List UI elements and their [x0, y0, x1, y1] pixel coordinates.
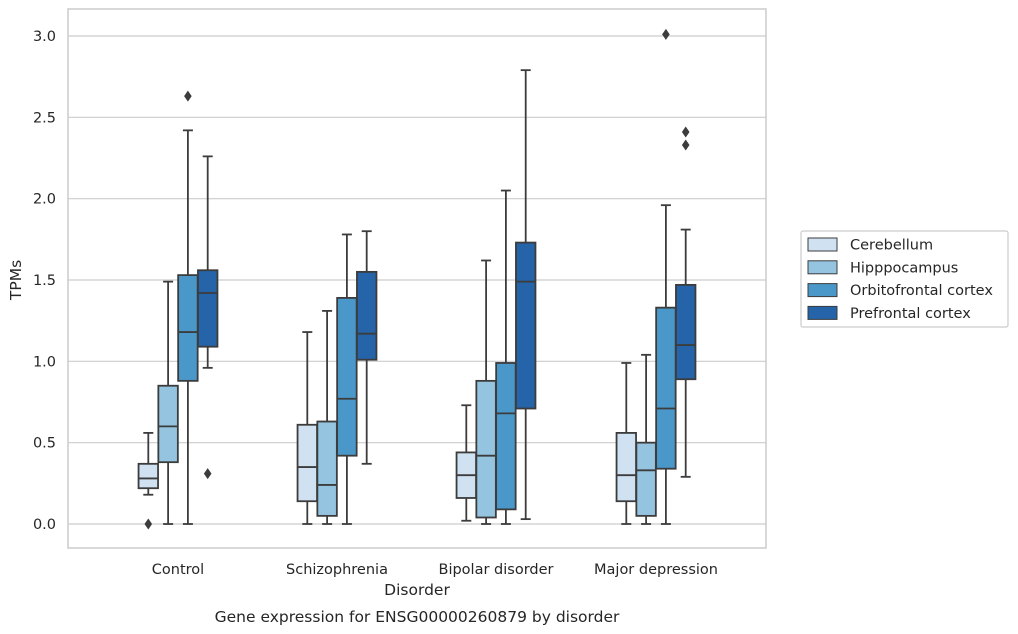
box	[137, 432, 159, 530]
box	[177, 90, 199, 525]
y-tick-label: 2.5	[33, 110, 56, 126]
legend-label: Orbitofrontal cortex	[850, 283, 993, 299]
box	[316, 310, 338, 525]
series-cerebellum	[137, 331, 637, 530]
legend-swatch	[807, 237, 838, 252]
x-tick-labels: Control Schizophrenia Bipolar disorder Majo…	[152, 562, 718, 578]
box	[515, 69, 537, 521]
box-body	[157, 384, 179, 464]
box	[475, 259, 497, 525]
outlier-point	[681, 126, 690, 138]
box-body	[615, 432, 637, 503]
legend-label: Cerebellum	[850, 238, 933, 254]
outlier-point	[662, 28, 670, 40]
box-body	[177, 274, 199, 382]
y-tick-label: 0.5	[33, 436, 56, 452]
box-body	[197, 269, 219, 348]
x-tick-label: Schizophrenia	[286, 562, 388, 578]
legend-label: Hipppocampus	[850, 260, 958, 276]
box	[356, 230, 378, 465]
box-body	[137, 462, 159, 490]
box-body	[356, 270, 378, 361]
y-tick-labels: 0.0 0.5 1.0 1.5 2.0 2.5 3.0	[33, 29, 56, 533]
box-body	[336, 296, 358, 457]
y-tick-label: 3.0	[33, 29, 56, 45]
box-body	[515, 241, 537, 410]
box	[615, 362, 637, 525]
box	[197, 155, 219, 480]
legend: Cerebellum Hipppocampus Orbitofrontal cort…	[800, 230, 1009, 328]
box-body	[475, 379, 497, 519]
x-axis-label: Disorder	[384, 581, 450, 599]
x-tick-label: Control	[152, 562, 204, 578]
chart-caption: Gene expression for ENSG00000260879 by d…	[215, 608, 620, 626]
outlier-point	[144, 518, 153, 530]
x-tick-label: Bipolar disorder	[439, 562, 554, 578]
legend-swatch	[807, 305, 838, 320]
box	[675, 126, 697, 478]
series-orbitofrontal-cortex	[177, 28, 677, 525]
outlier-point	[203, 468, 212, 480]
box-body	[655, 306, 677, 470]
box	[336, 233, 358, 525]
box-plot-series	[137, 28, 697, 530]
box	[455, 404, 477, 522]
legend-label: Prefrontal cortex	[850, 306, 971, 322]
box-body	[495, 362, 517, 511]
y-tick-label: 2.0	[33, 192, 56, 208]
y-axis-label: TPMs	[7, 260, 25, 301]
box-body	[296, 423, 318, 503]
legend-swatch	[807, 283, 838, 298]
box	[635, 353, 657, 525]
outlier-point	[681, 139, 690, 151]
y-tick-label: 1.5	[33, 273, 56, 289]
x-tick-label: Major depression	[594, 562, 718, 578]
box	[495, 189, 517, 525]
outlier-point	[184, 90, 192, 102]
y-tick-label: 1.0	[33, 354, 56, 370]
y-tick-label: 0.0	[33, 517, 56, 533]
legend-swatch	[807, 260, 838, 275]
series-hipppocampus	[157, 259, 657, 525]
box	[655, 28, 677, 525]
plot-frame	[67, 8, 767, 549]
series-prefrontal-cortex	[197, 69, 697, 521]
legend-frame	[800, 230, 1009, 328]
box-body	[675, 283, 697, 381]
box-body	[635, 441, 657, 517]
box-body	[316, 420, 338, 517]
box	[157, 280, 179, 525]
